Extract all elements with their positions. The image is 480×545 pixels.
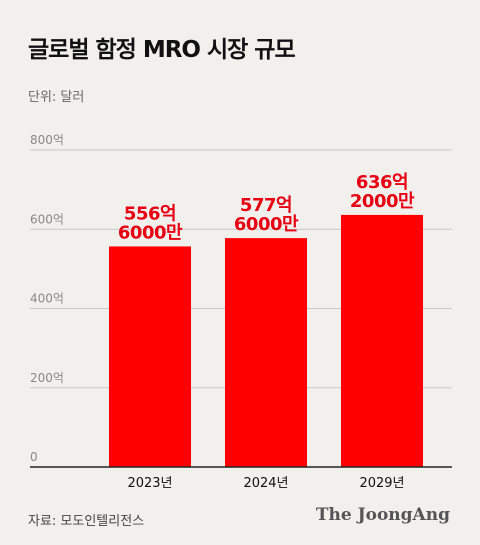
y-tick-label: 600억 — [30, 212, 64, 226]
bar — [109, 246, 191, 467]
category-labels: 2023년 2024년 2029년 — [127, 476, 404, 491]
unit-label: 단위: 달러 — [28, 90, 85, 105]
data-label: 577억 6000만 — [234, 195, 299, 235]
data-label: 556억 6000만 — [118, 203, 183, 243]
brand-logo: The JoongAng — [315, 505, 450, 525]
bar — [225, 238, 307, 467]
y-tick-label: 200억 — [30, 371, 64, 385]
category-label: 2029년 — [359, 476, 404, 491]
source-note: 자료: 모도인텔리전스 — [28, 514, 145, 529]
y-tick-label: 800억 — [30, 133, 64, 147]
data-label-line: 2000만 — [350, 191, 415, 212]
y-tick-labels: 0 200억 400억 600억 800억 — [30, 133, 64, 464]
chart-title: 글로벌 함정 MRO 시장 규모 — [28, 37, 296, 63]
y-tick-label: 400억 — [30, 292, 64, 306]
data-label-line: 636억 — [356, 172, 408, 193]
data-label-line: 6000만 — [118, 222, 183, 243]
bars — [109, 214, 423, 467]
data-label-line: 556억 — [124, 203, 176, 224]
category-label: 2023년 — [127, 476, 172, 491]
y-tick-label: 0 — [30, 450, 38, 464]
category-label: 2024년 — [243, 476, 288, 491]
data-label: 636억 2000만 — [350, 172, 415, 212]
bar — [341, 214, 423, 467]
data-label-line: 6000만 — [234, 214, 299, 235]
data-label-line: 577억 — [240, 195, 292, 216]
